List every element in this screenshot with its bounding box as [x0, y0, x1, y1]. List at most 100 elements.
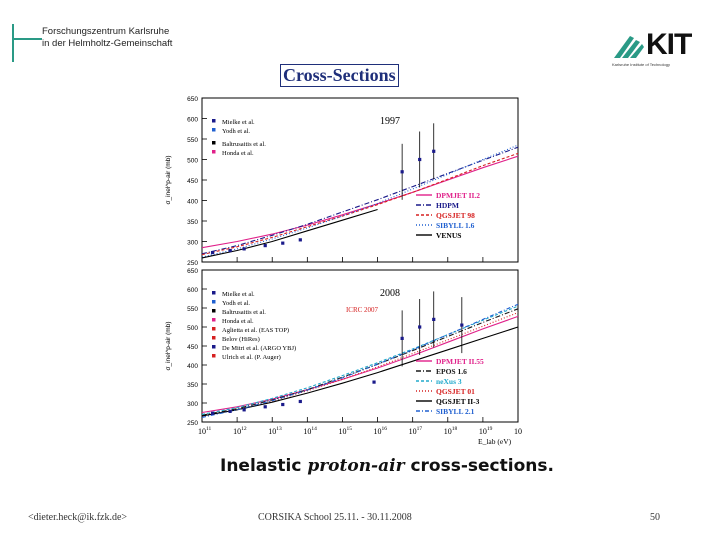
legend-experiment: Belov (HiRes)	[222, 336, 260, 343]
y-tick-label: 500	[187, 158, 198, 165]
y-axis-label: σ_inel^p-air (mb)	[165, 156, 172, 205]
footer-event: CORSIKA School 25.11. - 30.11.2008	[258, 512, 412, 523]
legend-entry: DPMJET II.2	[436, 191, 480, 200]
kit-logo: KIT Karlsruhe Institute of Technology	[612, 28, 692, 70]
legend-marker	[212, 150, 216, 154]
series-line	[201, 326, 519, 417]
y-tick-label: 250	[187, 260, 198, 267]
kit-logo-text: KIT	[646, 28, 692, 61]
footer-page-number: 50	[650, 512, 660, 523]
data-point	[210, 250, 215, 255]
legend-experiment: Ulrich et al. (P. Auger)	[222, 354, 281, 361]
legend-marker	[212, 291, 216, 295]
data-point	[228, 409, 232, 413]
legend-marker	[212, 309, 216, 313]
y-tick-label: 350	[187, 382, 198, 389]
figure-caption: Inelastic proton-air cross-sections.	[220, 456, 554, 476]
header-corner-bar	[12, 38, 42, 40]
y-tick-label: 650	[187, 268, 198, 275]
x-tick-label: 1013	[268, 426, 282, 436]
footer-email: <dieter.heck@ik.fzk.de>	[28, 512, 128, 523]
series-line	[201, 315, 519, 414]
header-corner-bracket	[12, 24, 28, 62]
legend-entry: SIBYLL 1.6	[436, 221, 475, 230]
legend-marker	[212, 354, 216, 358]
legend-experiment: Yodh et al.	[222, 300, 250, 307]
data-point	[400, 336, 404, 340]
y-tick-label: 600	[187, 117, 198, 124]
legend-entry: QGSJET II-3	[436, 397, 480, 406]
data-point	[228, 248, 232, 253]
data-point	[263, 244, 267, 248]
data-point	[460, 323, 464, 327]
caption-prefix: Inelastic	[220, 456, 308, 476]
caption-suffix: cross-sections.	[404, 456, 554, 476]
legend-entry: neXus 3	[436, 377, 462, 386]
y-tick-label: 550	[187, 137, 198, 144]
data-point	[432, 317, 436, 321]
data-point	[372, 380, 376, 384]
cross-section-charts: 250 300 350 400 450 500 550 600 650 σ_inel^p-air …	[165, 96, 528, 446]
series-line	[201, 312, 519, 417]
institution-line-2: in der Helmholtz-Gemeinschaft	[42, 38, 173, 49]
legend-experiment: De Mitri et al. (ARGO YBJ)	[222, 345, 296, 352]
y-tick-label: 350	[187, 219, 198, 226]
y-tick-label: 600	[187, 287, 198, 294]
data-point	[242, 247, 246, 251]
data-point	[281, 241, 285, 245]
kit-logo-subtext: Karlsruhe Institute of Technology	[612, 62, 670, 67]
y-tick-label: 450	[187, 178, 198, 185]
x-tick-label: 1012	[233, 426, 247, 436]
legend-marker	[212, 141, 216, 145]
legend-marker	[212, 300, 216, 304]
legend-entry: SIBYLL 2.1	[436, 407, 475, 416]
legend-entry: QGSJET 01	[436, 387, 475, 396]
panel-title: 2008	[380, 288, 400, 299]
y-tick-label: 500	[187, 325, 198, 332]
cross-section-figure: 250 300 350 400 450 500 550 600 650 σ_inel^p-air …	[160, 92, 528, 456]
legend-experiment: Honda et al.	[222, 318, 254, 325]
data-point	[400, 170, 404, 174]
y-tick-label: 400	[187, 363, 198, 370]
data-point	[210, 411, 215, 415]
legend-experiment: Baltrusaitis et al.	[222, 309, 266, 316]
legend-entry: EPOS 1.6	[436, 367, 467, 376]
legend-entry: VENUS	[436, 231, 461, 240]
legend-entry: QGSJET 98	[436, 211, 475, 220]
caption-italic: proton-air	[307, 456, 405, 476]
y-axis-label: σ_inel^p-air (mb)	[165, 322, 172, 371]
series-line	[201, 152, 519, 256]
data-point	[418, 325, 422, 329]
x-tick-label: 1011	[198, 426, 212, 436]
legend-experiment: Mielke et al.	[222, 119, 255, 126]
y-tick-label: 250	[187, 420, 198, 427]
panel-title: 1997	[380, 116, 400, 127]
legend-marker	[212, 327, 216, 331]
institution-line-1: Forschungszentrum Karlsruhe	[42, 26, 170, 37]
y-tick-label: 300	[187, 401, 198, 408]
x-tick-label: 1018	[444, 426, 458, 436]
legend-experiment: Yodh et al.	[222, 128, 250, 135]
data-point	[242, 408, 246, 412]
legend-marker	[212, 119, 216, 123]
y-tick-label: 450	[187, 344, 198, 351]
legend-experiment: Baltrusaitis et al.	[222, 141, 266, 148]
kit-logo-icon	[614, 36, 644, 58]
series-line	[201, 146, 519, 255]
plot-frame	[201, 269, 519, 423]
legend-marker	[212, 318, 216, 322]
data-point	[298, 399, 302, 404]
y-tick-label: 300	[187, 240, 198, 247]
series-line	[201, 303, 519, 418]
x-tick-label: 1020	[514, 426, 522, 436]
y-tick-label: 550	[187, 306, 198, 313]
data-point	[432, 149, 436, 153]
legend-marker	[212, 345, 216, 349]
series-line	[201, 144, 519, 258]
legend-experiment: Mielke et al.	[222, 291, 255, 298]
x-axis-label: E_lab (eV)	[478, 437, 512, 446]
x-tick-label: 1017	[409, 426, 423, 436]
data-point	[281, 402, 285, 407]
legend-entry: HDPM	[436, 201, 459, 210]
y-tick-label: 650	[187, 96, 198, 103]
